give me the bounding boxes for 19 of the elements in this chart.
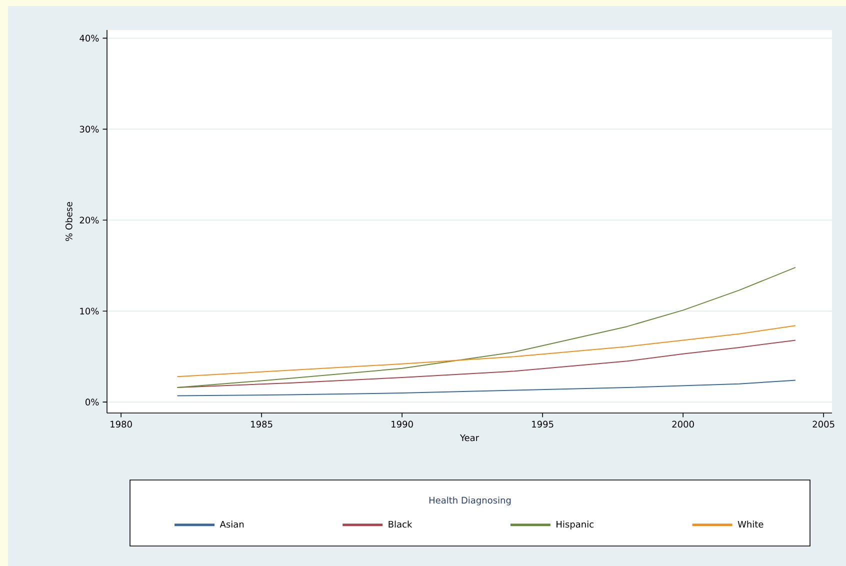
y-tick-label: 30% bbox=[80, 126, 99, 133]
legend-title: Health Diagnosing bbox=[429, 496, 511, 506]
legend-label: White bbox=[738, 520, 764, 528]
y-tick-label: 10% bbox=[80, 308, 99, 315]
x-axis-title: Year bbox=[460, 434, 480, 442]
y-axis-title: % Obese bbox=[65, 202, 72, 241]
x-tick-label: 1985 bbox=[251, 420, 272, 428]
y-tick-label: 0% bbox=[86, 398, 99, 406]
legend-label: Hispanic bbox=[556, 520, 594, 530]
legend-label: Asian bbox=[220, 520, 244, 528]
x-tick-label: 1980 bbox=[110, 420, 132, 428]
legend-label: Black bbox=[388, 520, 412, 528]
x-tick-label: 1995 bbox=[532, 420, 554, 428]
x-tick-label: 2005 bbox=[812, 420, 834, 428]
y-tick-label: 40% bbox=[80, 34, 99, 42]
x-tick-label: 2000 bbox=[672, 420, 694, 428]
line-series bbox=[176, 266, 796, 388]
y-tick-label: 20% bbox=[80, 216, 99, 224]
x-tick-label: 1990 bbox=[392, 420, 413, 428]
